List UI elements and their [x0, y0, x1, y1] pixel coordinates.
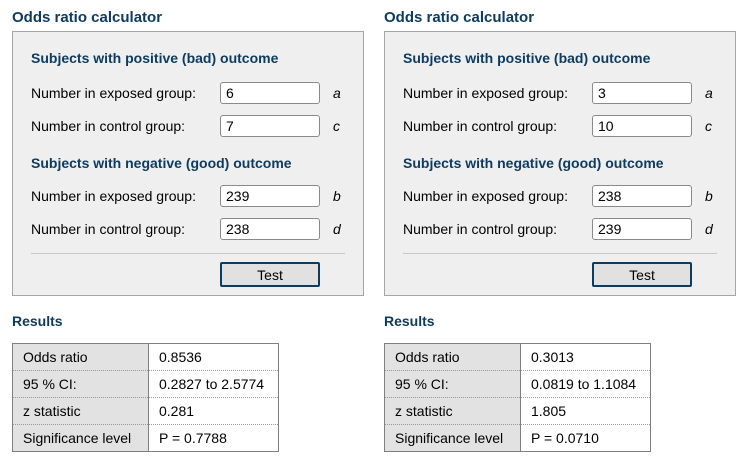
results-title: Results [384, 313, 435, 329]
divider [403, 253, 717, 254]
result-label: Significance level [384, 424, 521, 452]
table-row: 95 % CI: 0.2827 to 2.5774 [12, 370, 279, 398]
input-label: Number in control group: [403, 221, 558, 237]
result-label: z statistic [12, 397, 149, 425]
button-row: Test [403, 262, 692, 287]
result-label: z statistic [384, 397, 521, 425]
input-label: Number in exposed group: [403, 85, 568, 101]
test-button[interactable]: Test [220, 262, 320, 287]
result-value: P = 0.7788 [148, 424, 279, 452]
input-label: Number in exposed group: [31, 85, 196, 101]
result-label: 95 % CI: [12, 370, 149, 398]
results-table: Odds ratio 0.8536 95 % CI: 0.2827 to 2.5… [12, 343, 279, 452]
input-row-exposed-negative: Number in exposed group: b [31, 185, 345, 207]
results-table: Odds ratio 0.3013 95 % CI: 0.0819 to 1.1… [384, 343, 651, 452]
section-heading-positive-outcome: Subjects with positive (bad) outcome [403, 50, 651, 66]
table-row: z statistic 0.281 [12, 397, 279, 425]
table-row: z statistic 1.805 [384, 397, 651, 425]
section-heading-positive-outcome: Subjects with positive (bad) outcome [31, 50, 279, 66]
input-row-control-negative: Number in control group: d [403, 218, 717, 240]
control-negative-input[interactable] [592, 218, 692, 240]
input-row-exposed-positive: Number in exposed group: a [31, 82, 345, 104]
exposed-positive-input[interactable] [220, 82, 320, 104]
calculator-panel-right: Odds ratio calculator Subjects with posi… [384, 9, 736, 452]
result-value: 0.3013 [520, 343, 651, 371]
cell-letter-d: d [705, 221, 713, 237]
result-label: 95 % CI: [384, 370, 521, 398]
result-label: Significance level [12, 424, 149, 452]
section-heading-negative-outcome: Subjects with negative (good) outcome [31, 155, 292, 171]
cell-letter-a: a [705, 85, 713, 101]
exposed-negative-input[interactable] [220, 185, 320, 207]
calculator-form: Subjects with positive (bad) outcome Num… [384, 31, 736, 296]
calculator-panel-left: Odds ratio calculator Subjects with posi… [12, 9, 364, 452]
input-row-exposed-positive: Number in exposed group: a [403, 82, 717, 104]
cell-letter-b: b [333, 188, 341, 204]
input-label: Number in control group: [403, 118, 558, 134]
input-label: Number in exposed group: [31, 188, 196, 204]
result-label: Odds ratio [384, 343, 521, 371]
result-value: 1.805 [520, 397, 651, 425]
divider [31, 253, 345, 254]
table-row: Odds ratio 0.8536 [12, 343, 279, 371]
result-value: 0.8536 [148, 343, 279, 371]
cell-letter-a: a [333, 85, 341, 101]
section-heading-negative-outcome: Subjects with negative (good) outcome [403, 155, 664, 171]
table-row: 95 % CI: 0.0819 to 1.1084 [384, 370, 651, 398]
table-row: Significance level P = 0.7788 [12, 424, 279, 452]
input-label: Number in control group: [31, 221, 186, 237]
control-positive-input[interactable] [592, 115, 692, 137]
results-title: Results [12, 313, 63, 329]
input-row-exposed-negative: Number in exposed group: b [403, 185, 717, 207]
result-label: Odds ratio [12, 343, 149, 371]
cell-letter-b: b [705, 188, 713, 204]
input-row-control-positive: Number in control group: c [403, 115, 717, 137]
result-value: 0.2827 to 2.5774 [148, 370, 279, 398]
control-positive-input[interactable] [220, 115, 320, 137]
table-row: Significance level P = 0.0710 [384, 424, 651, 452]
cell-letter-c: c [333, 118, 340, 134]
result-value: 0.0819 to 1.1084 [520, 370, 651, 398]
result-value: 0.281 [148, 397, 279, 425]
input-label: Number in control group: [31, 118, 186, 134]
cell-letter-d: d [333, 221, 341, 237]
control-negative-input[interactable] [220, 218, 320, 240]
table-row: Odds ratio 0.3013 [384, 343, 651, 371]
cell-letter-c: c [705, 118, 712, 134]
calculator-form: Subjects with positive (bad) outcome Num… [12, 31, 364, 296]
input-row-control-positive: Number in control group: c [31, 115, 345, 137]
page-title: Odds ratio calculator [384, 9, 535, 26]
button-row: Test [31, 262, 320, 287]
exposed-positive-input[interactable] [592, 82, 692, 104]
input-row-control-negative: Number in control group: d [31, 218, 345, 240]
exposed-negative-input[interactable] [592, 185, 692, 207]
input-label: Number in exposed group: [403, 188, 568, 204]
test-button[interactable]: Test [592, 262, 692, 287]
page-title: Odds ratio calculator [12, 9, 163, 26]
result-value: P = 0.0710 [520, 424, 651, 452]
